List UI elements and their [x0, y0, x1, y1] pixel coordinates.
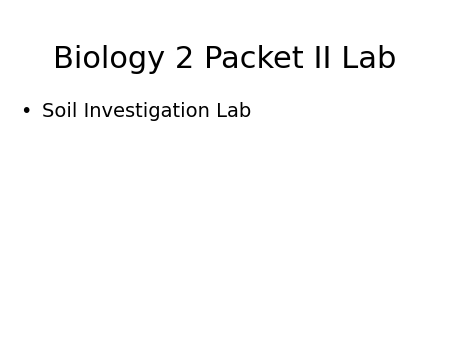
Text: Biology 2 Packet II Lab: Biology 2 Packet II Lab — [53, 45, 397, 74]
Text: •: • — [20, 102, 32, 121]
Text: Soil Investigation Lab: Soil Investigation Lab — [42, 102, 251, 121]
